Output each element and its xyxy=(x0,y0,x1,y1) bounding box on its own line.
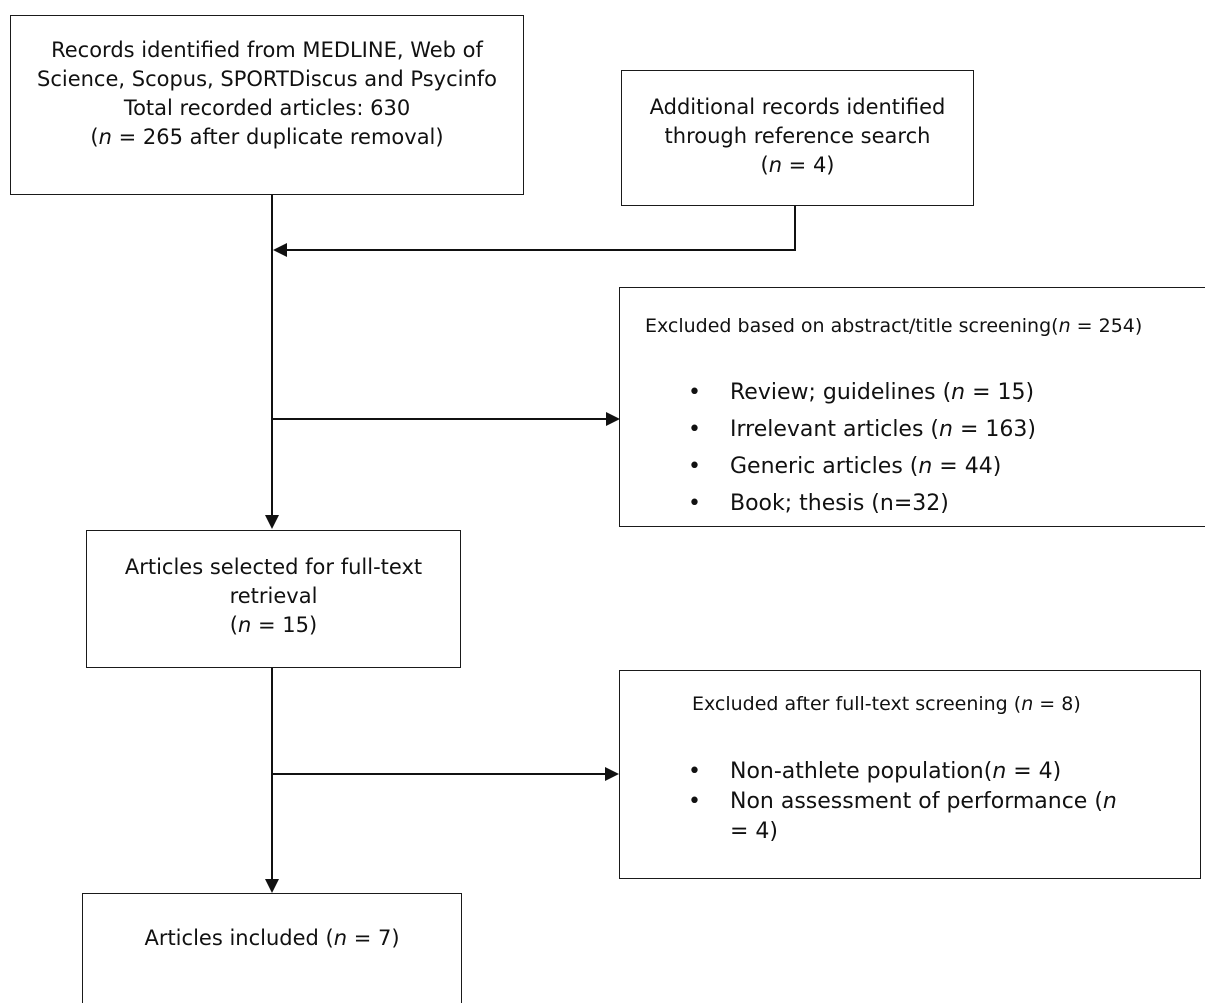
full-text-selected-line1: Articles selected for full-text xyxy=(124,555,423,579)
additional-horizontal-connector xyxy=(286,249,796,251)
records-identified-line4: (n = 265 after duplicate removal) xyxy=(90,125,444,149)
records-identified-line2: Science, Scopus, SPORTDiscus and Psycinf… xyxy=(36,67,498,91)
full-text-selected-box: Articles selected for full-text retrieva… xyxy=(86,530,461,668)
articles-included-label: Articles included (n = 7) xyxy=(144,926,400,950)
excluded-abstract-item: Generic articles (n = 44) xyxy=(688,448,1036,485)
main-vertical-connector-1 xyxy=(271,195,273,516)
additional-records-line3: (n = 4) xyxy=(760,153,835,177)
abstract-exclusion-connector xyxy=(273,418,607,420)
excluded-abstract-item: Book; thesis (n=32) xyxy=(688,485,1036,522)
records-identified-line3: Total recorded articles: 630 xyxy=(123,96,411,120)
arrow-to-articles-included xyxy=(265,879,279,893)
arrow-to-excluded-fulltext xyxy=(605,767,619,781)
fulltext-exclusion-connector xyxy=(273,773,606,775)
excluded-fulltext-list: Non-athlete population(n = 4) Non assess… xyxy=(688,757,1117,847)
additional-records-box: Additional records identified through re… xyxy=(621,70,974,206)
excluded-fulltext-box: Excluded after full-text screening (n = … xyxy=(619,670,1201,879)
excluded-abstract-item: Review; guidelines (n = 15) xyxy=(688,374,1036,411)
excluded-abstract-heading: Excluded based on abstract/title screeni… xyxy=(645,315,1143,337)
arrow-to-full-text-box xyxy=(265,515,279,529)
excluded-fulltext-item: Non assessment of performance (n= 4) xyxy=(688,787,1117,847)
excluded-fulltext-item: Non-athlete population(n = 4) xyxy=(688,757,1117,787)
additional-records-line2: through reference search xyxy=(664,124,931,148)
articles-included-box: Articles included (n = 7) xyxy=(82,893,462,1003)
excluded-abstract-list: Review; guidelines (n = 15) Irrelevant a… xyxy=(688,374,1036,522)
full-text-selected-line2: retrieval xyxy=(229,584,318,608)
main-vertical-connector-2 xyxy=(271,668,273,879)
additional-vertical-connector xyxy=(794,206,796,251)
full-text-selected-line3: (n = 15) xyxy=(229,613,318,637)
additional-records-line1: Additional records identified xyxy=(649,95,946,119)
records-identified-line1: Records identified from MEDLINE, Web of xyxy=(51,38,483,62)
arrow-to-excluded-abstract xyxy=(606,412,620,426)
excluded-abstract-box: Excluded based on abstract/title screeni… xyxy=(619,287,1205,527)
excluded-abstract-item: Irrelevant articles (n = 163) xyxy=(688,411,1036,448)
arrow-merge-additional xyxy=(273,243,287,257)
records-identified-box: Records identified from MEDLINE, Web of … xyxy=(10,15,524,195)
excluded-fulltext-heading: Excluded after full-text screening (n = … xyxy=(692,693,1081,715)
